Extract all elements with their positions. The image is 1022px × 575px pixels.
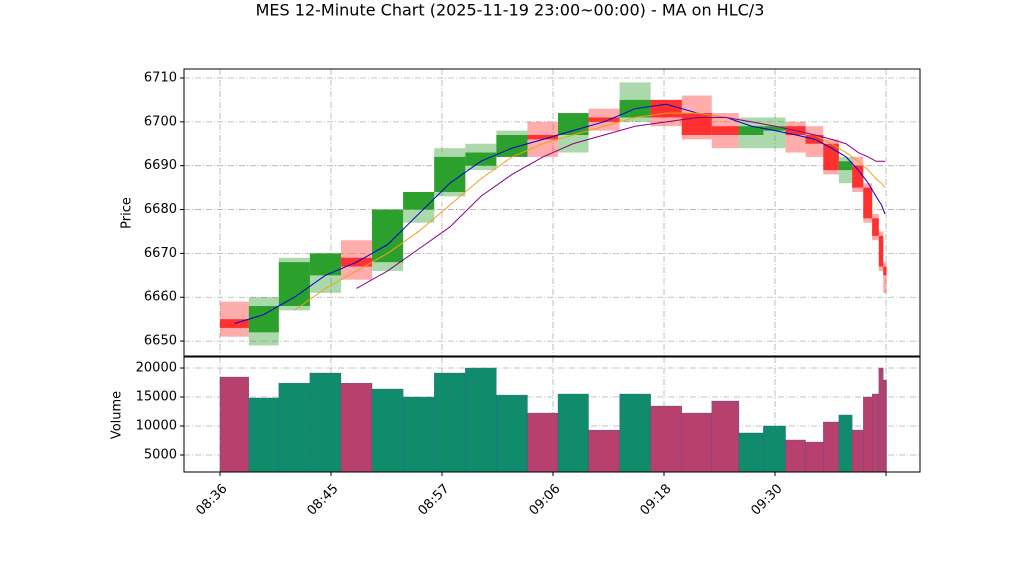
volume-bar — [805, 441, 824, 473]
y-tick-label: 6700 — [144, 114, 177, 129]
volume-axis-label: Volume — [110, 391, 125, 439]
candle-wick — [883, 262, 887, 293]
candle-body — [838, 161, 853, 171]
x-tick-label: 08:45 — [304, 481, 341, 518]
volume-bar — [852, 429, 864, 473]
candle-body — [465, 152, 497, 166]
volume-bar — [878, 367, 884, 473]
candle-body — [878, 235, 884, 267]
candle-body — [872, 218, 879, 236]
candle-body — [763, 126, 786, 131]
volume-bar — [650, 405, 682, 473]
volume-bar — [619, 393, 651, 473]
x-tick-label: 09:30 — [748, 481, 785, 518]
volume-bar — [248, 397, 279, 473]
volume-bar — [738, 432, 764, 473]
volume-bar — [785, 439, 806, 473]
x-tick-label: 09:06 — [526, 481, 563, 518]
candle-body — [588, 117, 620, 122]
volume-axes-frame — [183, 356, 921, 473]
candle-body — [434, 156, 466, 192]
ma-line — [294, 112, 886, 311]
y-tick-label: 6690 — [144, 158, 177, 173]
y-tick-label: 6680 — [144, 202, 177, 217]
volume-bar — [278, 382, 311, 473]
candle-body — [248, 306, 279, 333]
candle-body — [372, 209, 404, 263]
price-axes-frame — [183, 68, 921, 357]
volume-tick-label: 20000 — [136, 361, 177, 376]
candle-body — [403, 192, 435, 210]
candle-body — [278, 262, 310, 307]
candle-body — [711, 126, 739, 135]
x-tick-label: 08:36 — [193, 481, 230, 518]
volume-bar — [557, 393, 589, 473]
candle-body — [863, 187, 873, 219]
volume-bar — [309, 372, 342, 473]
candle-body — [852, 165, 864, 188]
volume-bar — [496, 394, 528, 473]
volume-bar — [711, 400, 740, 473]
volume-tick-label: 10000 — [136, 419, 177, 434]
y-tick-label: 6660 — [144, 290, 177, 305]
volume-bar — [402, 396, 435, 473]
volume-bar — [219, 376, 249, 473]
volume-bar — [340, 382, 373, 473]
ma-line — [234, 103, 886, 325]
volume-bar — [872, 393, 879, 473]
volume-bar — [838, 414, 853, 473]
candle-body — [738, 126, 764, 135]
volume-bar — [434, 372, 466, 473]
x-tick-label: 08:57 — [415, 481, 452, 518]
y-tick-label: 6650 — [144, 334, 177, 349]
y-tick-label: 6670 — [144, 246, 177, 261]
volume-bar — [588, 429, 620, 473]
candle-body — [527, 134, 558, 140]
volume-bar — [465, 367, 497, 473]
candle-body — [883, 266, 887, 276]
y-tick-label: 6710 — [144, 70, 177, 85]
volume-bar — [527, 412, 559, 473]
volume-bar — [763, 425, 786, 473]
y-axis-label: Price — [120, 197, 135, 229]
volume-tick-label: 15000 — [136, 390, 177, 405]
x-tick-label: 09:18 — [637, 481, 674, 518]
candle-wick — [763, 117, 786, 149]
volume-bar — [883, 379, 887, 473]
candle-body — [309, 253, 341, 276]
candle-body — [496, 134, 528, 157]
candle-body — [557, 113, 589, 135]
volume-bar — [823, 421, 840, 473]
chart-title: MES 12-Minute Chart (2025-11-19 23:00~00… — [256, 1, 765, 20]
volume-tick-label: 5000 — [144, 448, 177, 463]
ma-line — [356, 116, 885, 289]
candle-body — [681, 113, 712, 135]
volume-bar — [681, 412, 712, 473]
volume-bar — [371, 388, 404, 473]
volume-bar — [863, 396, 873, 473]
